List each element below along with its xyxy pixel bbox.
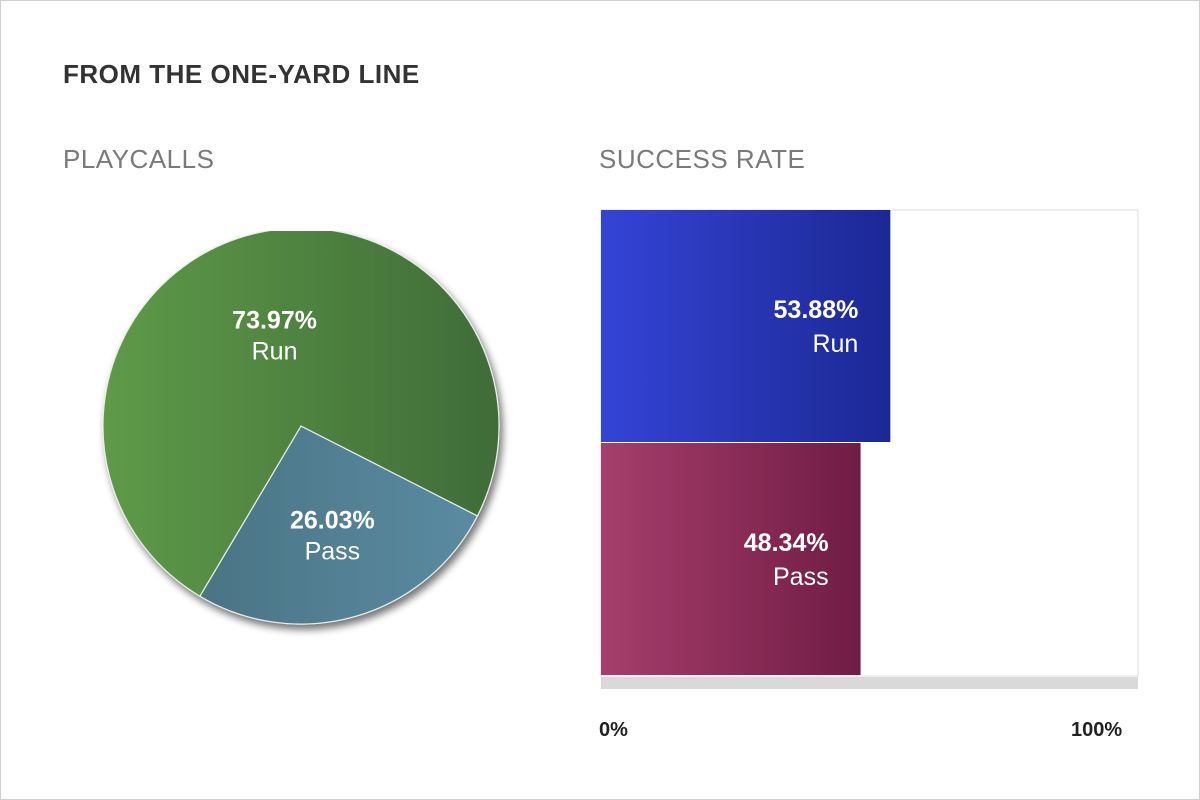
pie-category-label-pass: Pass	[305, 537, 361, 565]
pie-slice-pass	[199, 425, 479, 625]
x-axis-track	[601, 677, 1138, 689]
x-tick-label-min: 0%	[599, 719, 628, 741]
bar-run	[601, 210, 891, 442]
pie-value-label-run: 73.97%	[232, 307, 317, 335]
bar-category-label-run: Run	[812, 330, 858, 358]
pie-value-label-pass: 26.03%	[290, 506, 375, 534]
bar-pass	[601, 443, 861, 675]
bar-value-label-pass: 48.34%	[744, 529, 829, 557]
playcalls-pie-chart: 26.03% Pass 73.97% Run	[102, 231, 500, 625]
success-rate-bar-chart: 53.88% Run 48.34% Pass	[600, 209, 1139, 689]
pie-category-label-run: Run	[252, 338, 298, 366]
page-title: FROM THE ONE-YARD LINE	[63, 59, 420, 89]
x-tick-label-max: 100%	[1071, 719, 1123, 741]
bar-category-label-pass: Pass	[773, 563, 829, 591]
bar-value-label-run: 53.88%	[774, 296, 859, 324]
pie-slice-run	[102, 231, 500, 598]
pie-chart-title: PLAYCALLS	[63, 144, 215, 174]
bar-chart-title: SUCCESS RATE	[599, 144, 806, 174]
